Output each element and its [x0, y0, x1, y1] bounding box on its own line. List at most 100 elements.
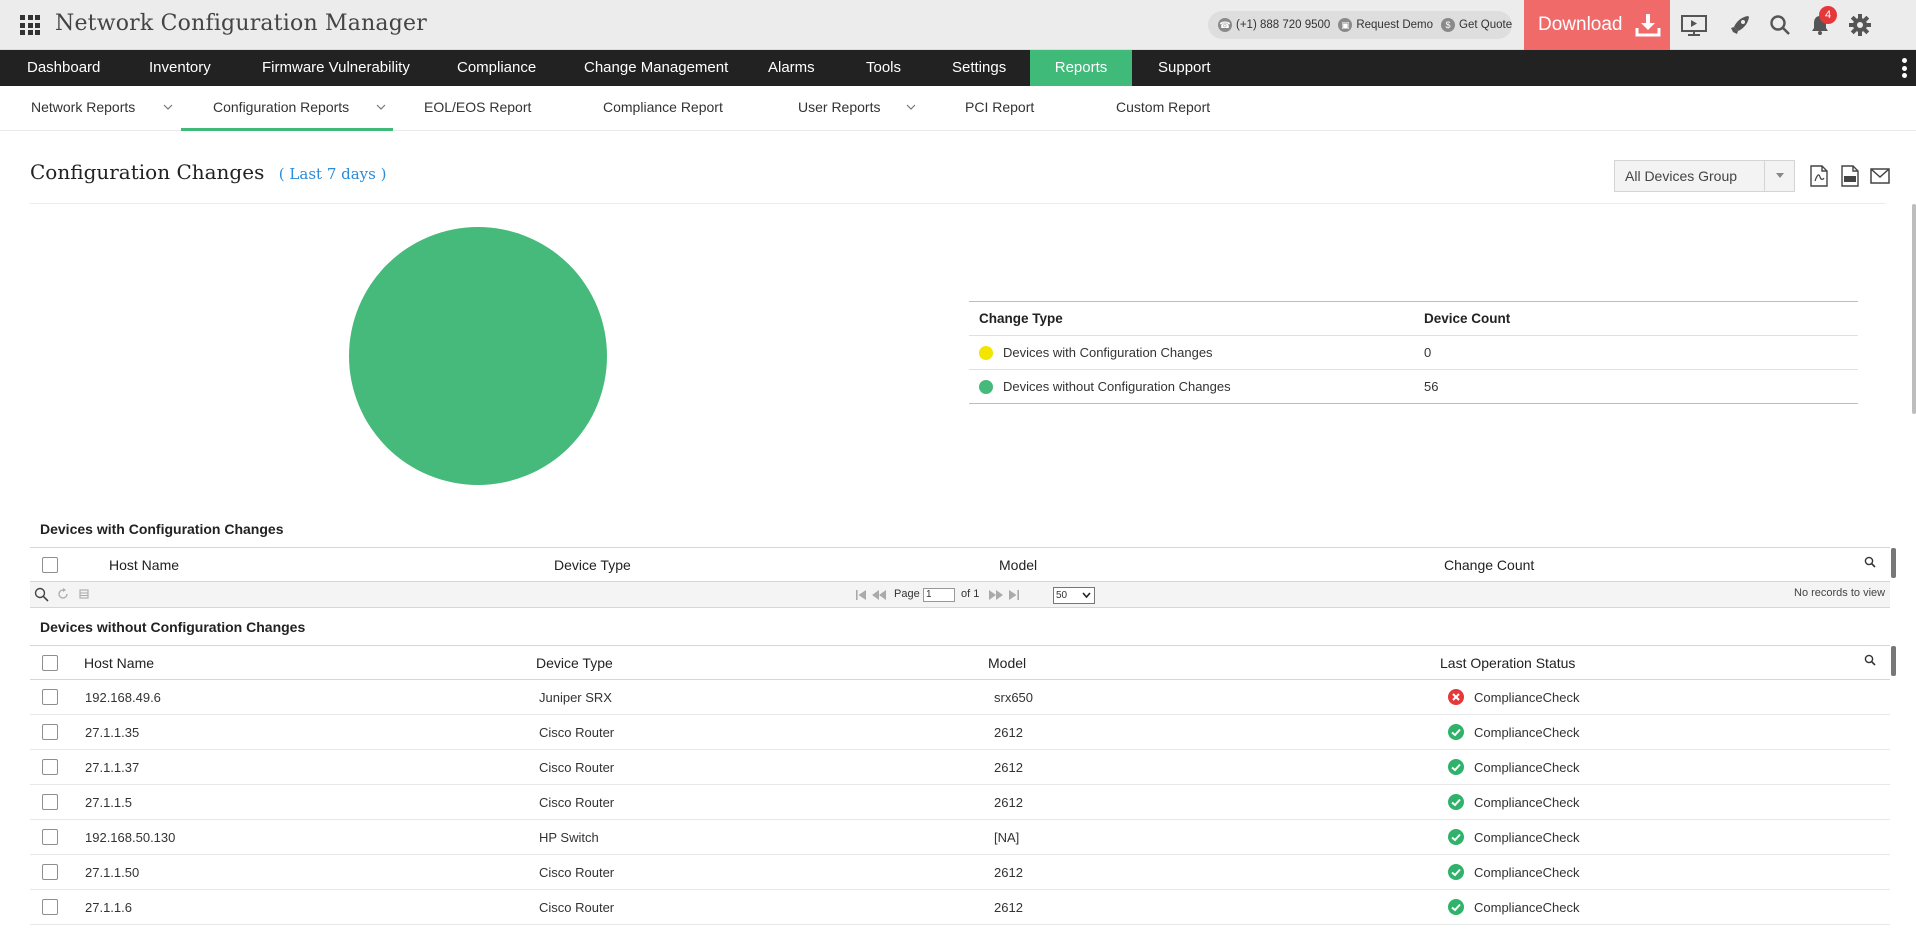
get-quote-link[interactable]: $ Get Quote: [1441, 18, 1512, 32]
col-change-count[interactable]: Change Count: [1444, 557, 1535, 573]
nav-dashboard[interactable]: Dashboard: [27, 59, 101, 76]
page-size-select[interactable]: 50: [1053, 587, 1095, 604]
status-cell[interactable]: ComplianceCheck: [1474, 900, 1580, 915]
columns-icon[interactable]: [79, 589, 89, 599]
first-page-icon[interactable]: [855, 589, 867, 601]
phone-number: (+1) 888 720 9500: [1236, 19, 1331, 31]
status-cell[interactable]: ComplianceCheck: [1474, 830, 1580, 845]
period-link[interactable]: ( Last 7 days ): [278, 165, 387, 183]
nav-firmware-vulnerability[interactable]: Firmware Vulnerability: [262, 59, 410, 76]
phone-link[interactable]: ☎ (+1) 888 720 9500: [1218, 18, 1330, 32]
host-name-cell[interactable]: 27.1.1.35: [85, 725, 140, 740]
tab-pci-report[interactable]: PCI Report: [965, 99, 1035, 115]
host-name-cell[interactable]: 192.168.50.130: [85, 830, 176, 845]
status-cell[interactable]: ComplianceCheck: [1474, 690, 1580, 705]
select-all-checkbox[interactable]: [42, 655, 58, 671]
chevron-down-icon[interactable]: [163, 102, 173, 112]
email-icon[interactable]: [1869, 164, 1891, 188]
status-cell[interactable]: ComplianceCheck: [1474, 725, 1580, 740]
tab-network-reports[interactable]: Network Reports: [31, 99, 136, 115]
grid-scrollbar[interactable]: [1891, 646, 1896, 676]
page-scrollbar[interactable]: [1912, 204, 1916, 414]
status-cell[interactable]: ComplianceCheck: [1474, 760, 1580, 775]
select-all-checkbox[interactable]: [42, 557, 58, 573]
grid-scrollbar[interactable]: [1891, 548, 1896, 578]
row-checkbox[interactable]: [42, 794, 58, 810]
csv-export-icon[interactable]: [1839, 164, 1861, 188]
legend-row-with-changes[interactable]: Devices with Configuration Changes 0: [969, 335, 1858, 370]
device-group-select[interactable]: All Devices Group: [1614, 160, 1795, 192]
page-label: Page: [894, 588, 920, 600]
table-row[interactable]: 192.168.49.6 Juniper SRX srx650 ComplianceC…: [30, 680, 1890, 715]
more-menu-icon[interactable]: [1902, 58, 1908, 78]
host-name-cell[interactable]: 27.1.1.6: [85, 900, 132, 915]
tab-user-reports[interactable]: User Reports: [798, 99, 881, 115]
tab-compliance-report[interactable]: Compliance Report: [603, 99, 723, 115]
tab-custom-report[interactable]: Custom Report: [1116, 99, 1211, 115]
col-last-operation-status[interactable]: Last Operation Status: [1440, 655, 1576, 671]
no-records-text: No records to view: [1794, 587, 1886, 599]
change-type-table: Change Type Device Count Devices with Co…: [969, 301, 1858, 404]
row-checkbox[interactable]: [42, 829, 58, 845]
col-device-type[interactable]: Device Type: [536, 655, 613, 671]
refresh-icon[interactable]: [57, 588, 69, 600]
device-group-value: All Devices Group: [1625, 168, 1738, 184]
host-name-cell[interactable]: 27.1.1.5: [85, 795, 132, 810]
presentation-icon[interactable]: [1680, 12, 1708, 38]
download-label: Download: [1538, 14, 1623, 35]
table-row[interactable]: 27.1.1.37 Cisco Router 2612 ComplianceCheck: [30, 750, 1890, 785]
col-device-type[interactable]: Device Type: [554, 557, 631, 573]
col-host-name[interactable]: Host Name: [109, 557, 180, 573]
nav-settings[interactable]: Settings: [952, 59, 1007, 76]
table-row[interactable]: 27.1.1.6 Cisco Router 2612 ComplianceCheck: [30, 890, 1890, 925]
pdf-export-icon[interactable]: [1808, 164, 1830, 188]
table-row[interactable]: 27.1.1.5 Cisco Router 2612 ComplianceCheck: [30, 785, 1890, 820]
row-checkbox[interactable]: [42, 724, 58, 740]
tab-eol-eos-report[interactable]: EOL/EOS Report: [424, 99, 532, 115]
status-cell[interactable]: ComplianceCheck: [1474, 795, 1580, 810]
page-of-label: of 1: [961, 588, 980, 600]
model-cell: 2612: [994, 725, 1023, 740]
device-type-cell: Cisco Router: [539, 865, 615, 880]
row-checkbox[interactable]: [42, 759, 58, 775]
previous-page-icon[interactable]: [871, 589, 887, 601]
chevron-down-icon[interactable]: [906, 102, 916, 112]
column-search-icon[interactable]: [1864, 556, 1876, 568]
row-checkbox[interactable]: [42, 899, 58, 915]
col-model[interactable]: Model: [988, 655, 1027, 671]
col-host-name[interactable]: Host Name: [84, 655, 155, 671]
apps-grid-icon[interactable]: [20, 15, 40, 35]
page-number-input[interactable]: 1: [923, 588, 955, 602]
nav-support[interactable]: Support: [1158, 59, 1211, 76]
last-page-icon[interactable]: [1008, 589, 1020, 601]
column-search-icon[interactable]: [1864, 654, 1876, 666]
row-checkbox[interactable]: [42, 689, 58, 705]
nav-alarms[interactable]: Alarms: [768, 59, 815, 76]
host-name-cell[interactable]: 192.168.49.6: [85, 690, 161, 705]
chevron-down-icon[interactable]: [376, 102, 386, 112]
row-checkbox[interactable]: [42, 864, 58, 880]
nav-reports[interactable]: Reports: [1030, 50, 1132, 86]
gear-icon[interactable]: [1846, 12, 1874, 38]
nav-tools[interactable]: Tools: [866, 59, 902, 76]
host-name-cell[interactable]: 27.1.1.37: [85, 760, 140, 775]
bell-icon[interactable]: 4: [1806, 6, 1837, 38]
host-name-cell[interactable]: 27.1.1.50: [85, 865, 140, 880]
search-icon[interactable]: [34, 587, 49, 602]
request-demo-link[interactable]: ▣ Request Demo: [1338, 18, 1433, 32]
table-row[interactable]: 27.1.1.35 Cisco Router 2612 ComplianceCheck: [30, 715, 1890, 750]
nav-change-management[interactable]: Change Management: [584, 59, 729, 76]
search-icon[interactable]: [1766, 12, 1794, 38]
status-cell[interactable]: ComplianceCheck: [1474, 865, 1580, 880]
legend-row-without-changes[interactable]: Devices without Configuration Changes 56: [969, 369, 1858, 404]
rocket-icon[interactable]: [1726, 12, 1754, 38]
nav-inventory[interactable]: Inventory: [149, 59, 211, 76]
table-row[interactable]: 192.168.50.130 HP Switch [NA] ComplianceChe…: [30, 820, 1890, 855]
nav-compliance[interactable]: Compliance: [457, 59, 537, 76]
col-model[interactable]: Model: [999, 557, 1038, 573]
tab-configuration-reports[interactable]: Configuration Reports: [181, 86, 393, 131]
download-button[interactable]: Download: [1524, 0, 1670, 50]
pie-slice-without-changes[interactable]: [349, 227, 607, 485]
next-page-icon[interactable]: [988, 589, 1004, 601]
table-row[interactable]: 27.1.1.50 Cisco Router 2612 ComplianceCheck: [30, 855, 1890, 890]
